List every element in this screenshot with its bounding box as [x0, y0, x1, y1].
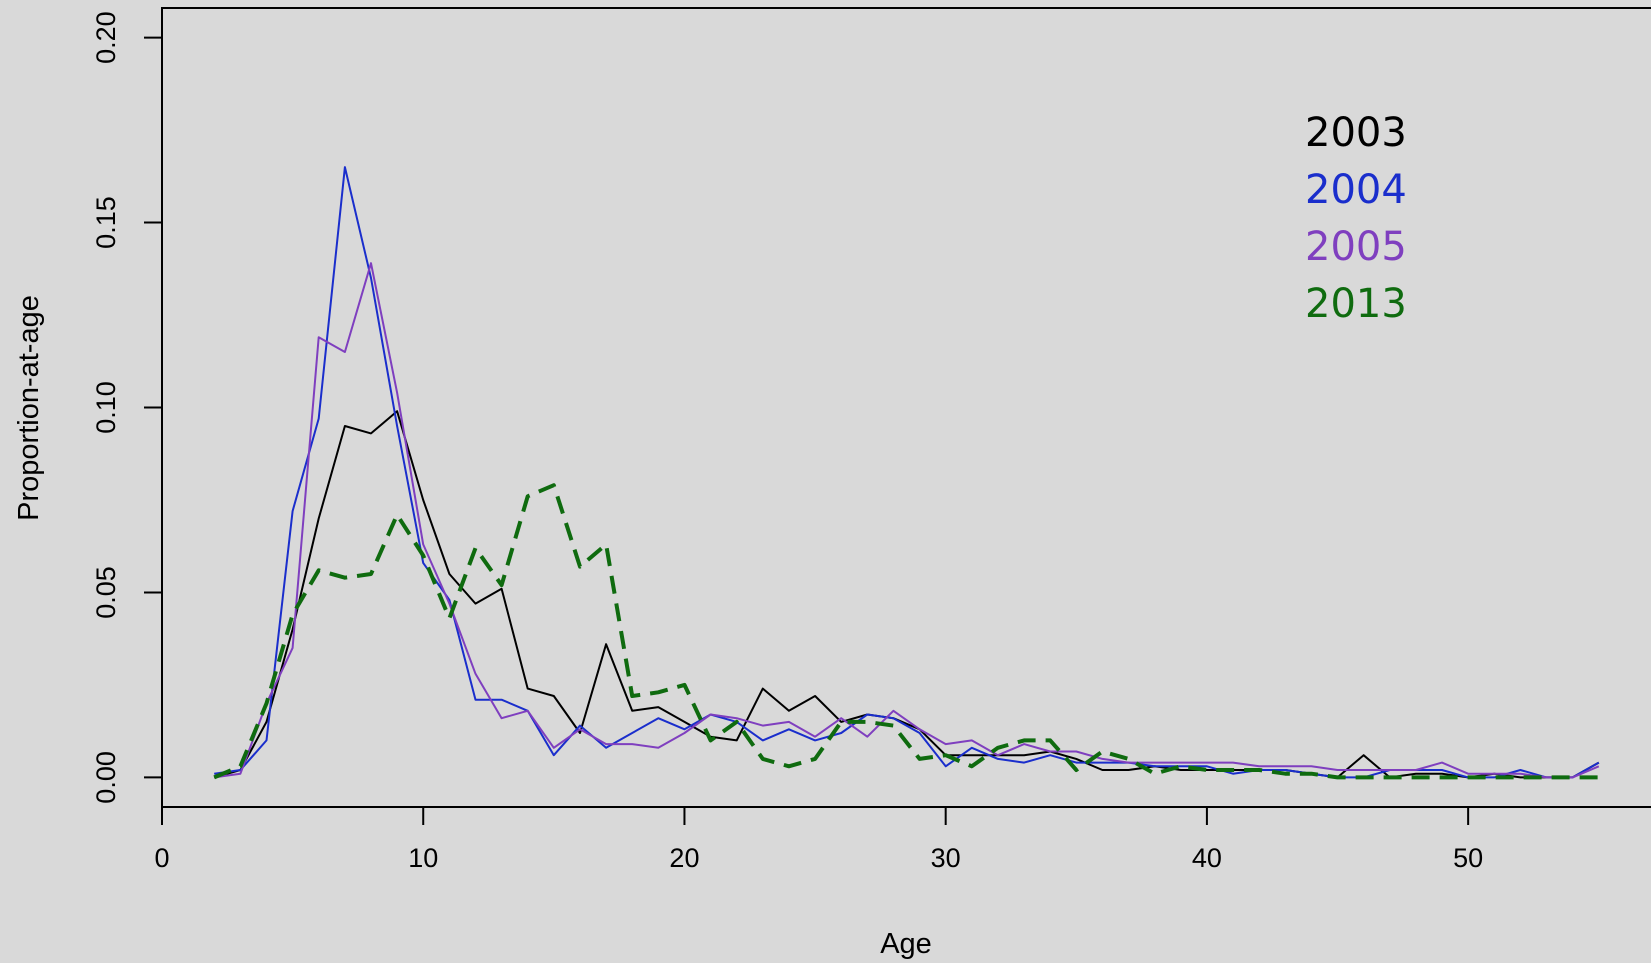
y-tick-label: 0.00: [91, 751, 121, 804]
x-axis-label: Age: [880, 928, 932, 960]
y-axis-label: Proportion-at-age: [13, 295, 45, 521]
legend-entry-2003: 2003: [1305, 110, 1407, 156]
series-line-2003: [213, 410, 1600, 779]
legend-entry-2005: 2005: [1305, 224, 1407, 270]
x-tick-label: 50: [1453, 843, 1483, 873]
legend-entry-2013: 2013: [1305, 281, 1407, 327]
x-tick-label: 0: [154, 843, 169, 873]
x-tick-label: 10: [408, 843, 438, 873]
series-line-2005: [214, 262, 1600, 779]
y-tick-label: 0.15: [91, 196, 121, 249]
y-axis: 0.00 0.05 0.10 0.15 0.20: [91, 11, 162, 804]
y-tick-label: 0.20: [91, 11, 121, 64]
legend: 2003 2004 2005 2013: [1305, 110, 1407, 327]
x-tick-label: 40: [1192, 843, 1222, 873]
x-tick-label: 30: [931, 843, 961, 873]
x-tick-label: 20: [669, 843, 699, 873]
y-tick-label: 0.05: [91, 566, 121, 619]
x-axis: 0 10 20 30 40 50: [154, 806, 1651, 873]
y-tick-label: 0.10: [91, 381, 121, 434]
series-layer: [213, 166, 1600, 780]
series-line-2013: [213, 483, 1599, 780]
legend-entry-2004: 2004: [1305, 167, 1407, 213]
